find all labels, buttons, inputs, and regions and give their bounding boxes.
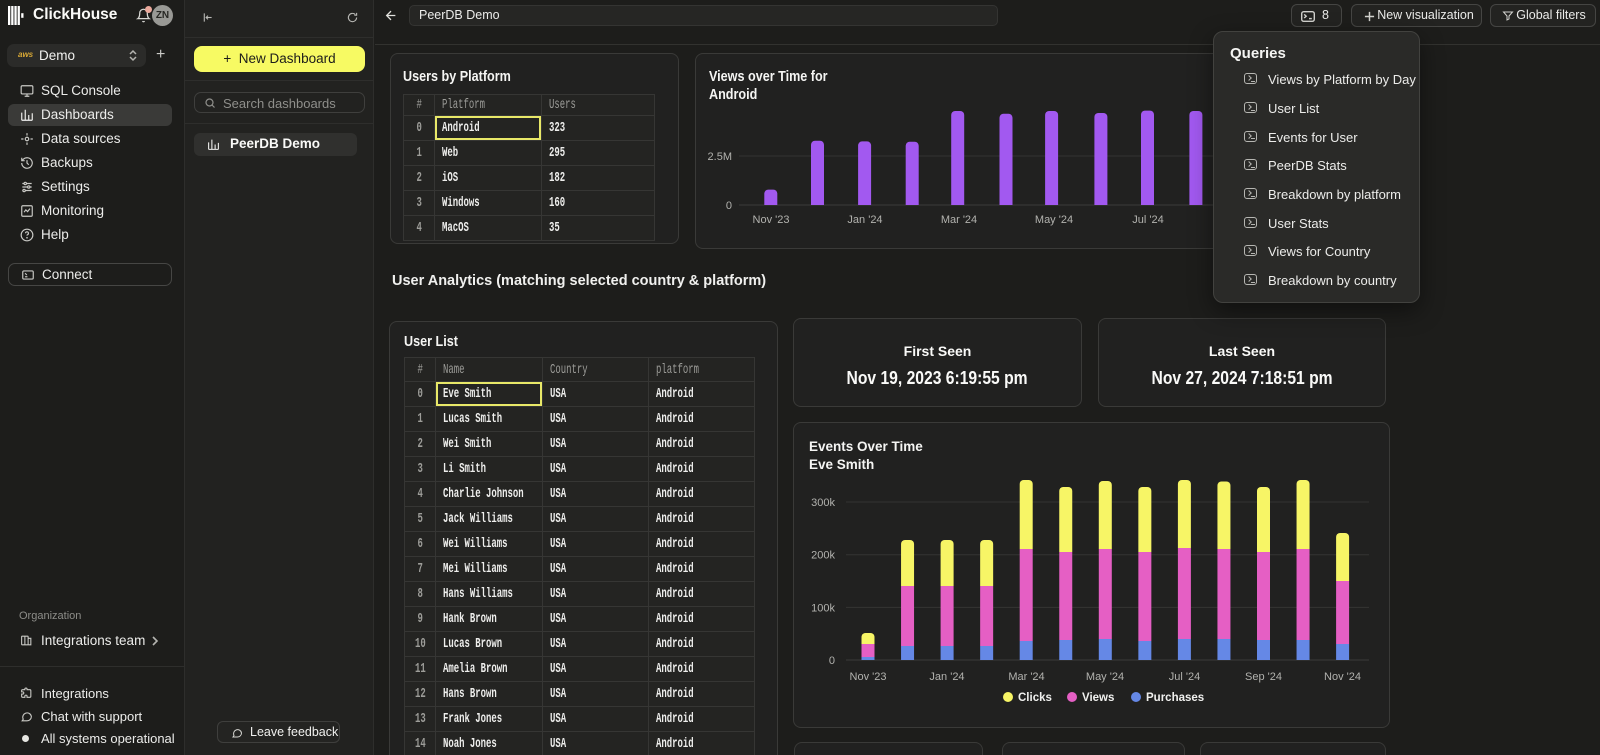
svg-text:Jul '24: Jul '24: [1132, 214, 1163, 226]
svg-text:Nov '24: Nov '24: [1324, 671, 1361, 683]
svg-text:0: 0: [726, 200, 732, 212]
svg-text:200k: 200k: [811, 550, 835, 562]
svg-text:Sep '24: Sep '24: [1245, 671, 1282, 683]
svg-text:Mar '24: Mar '24: [1008, 671, 1044, 683]
svg-text:May '24: May '24: [1035, 214, 1073, 226]
svg-text:300k: 300k: [811, 497, 835, 509]
svg-text:Jan '24: Jan '24: [847, 214, 882, 226]
svg-text:2.5M: 2.5M: [708, 151, 732, 163]
svg-text:Jul '24: Jul '24: [1169, 671, 1200, 683]
svg-text:Purchases: Purchases: [1146, 692, 1204, 704]
svg-text:Nov '23: Nov '23: [753, 214, 790, 226]
svg-text:100k: 100k: [811, 602, 835, 614]
svg-text:Clicks: Clicks: [1018, 692, 1052, 704]
svg-text:May '24: May '24: [1086, 671, 1124, 683]
svg-text:Jan '24: Jan '24: [929, 671, 964, 683]
svg-text:Mar '24: Mar '24: [941, 214, 977, 226]
svg-text:Views: Views: [1082, 692, 1114, 704]
svg-text:Nov '23: Nov '23: [850, 671, 887, 683]
svg-text:0: 0: [829, 655, 835, 667]
